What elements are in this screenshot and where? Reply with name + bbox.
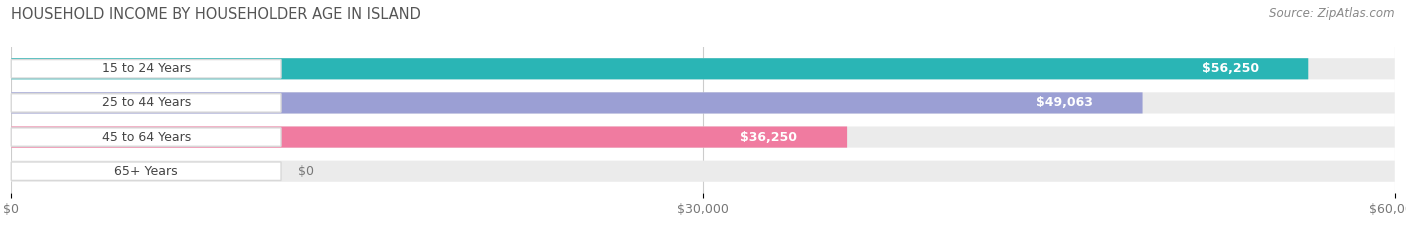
FancyBboxPatch shape: [11, 162, 281, 180]
FancyBboxPatch shape: [11, 127, 846, 148]
Text: 25 to 44 Years: 25 to 44 Years: [101, 96, 191, 110]
FancyBboxPatch shape: [11, 58, 1395, 79]
Text: 45 to 64 Years: 45 to 64 Years: [101, 130, 191, 144]
FancyBboxPatch shape: [11, 92, 1143, 113]
FancyBboxPatch shape: [11, 128, 281, 146]
FancyBboxPatch shape: [991, 95, 1137, 110]
Text: $36,250: $36,250: [741, 130, 797, 144]
FancyBboxPatch shape: [11, 60, 281, 78]
Text: 65+ Years: 65+ Years: [114, 165, 179, 178]
Text: $0: $0: [298, 165, 314, 178]
FancyBboxPatch shape: [11, 127, 1395, 148]
Text: 15 to 24 Years: 15 to 24 Years: [101, 62, 191, 75]
Text: $56,250: $56,250: [1202, 62, 1258, 75]
FancyBboxPatch shape: [11, 94, 281, 112]
FancyBboxPatch shape: [11, 161, 1395, 182]
FancyBboxPatch shape: [11, 92, 1395, 113]
FancyBboxPatch shape: [696, 130, 842, 145]
Text: $49,063: $49,063: [1036, 96, 1092, 110]
FancyBboxPatch shape: [11, 58, 1309, 79]
FancyBboxPatch shape: [1157, 61, 1303, 76]
Text: Source: ZipAtlas.com: Source: ZipAtlas.com: [1270, 7, 1395, 20]
Text: HOUSEHOLD INCOME BY HOUSEHOLDER AGE IN ISLAND: HOUSEHOLD INCOME BY HOUSEHOLDER AGE IN I…: [11, 7, 422, 22]
